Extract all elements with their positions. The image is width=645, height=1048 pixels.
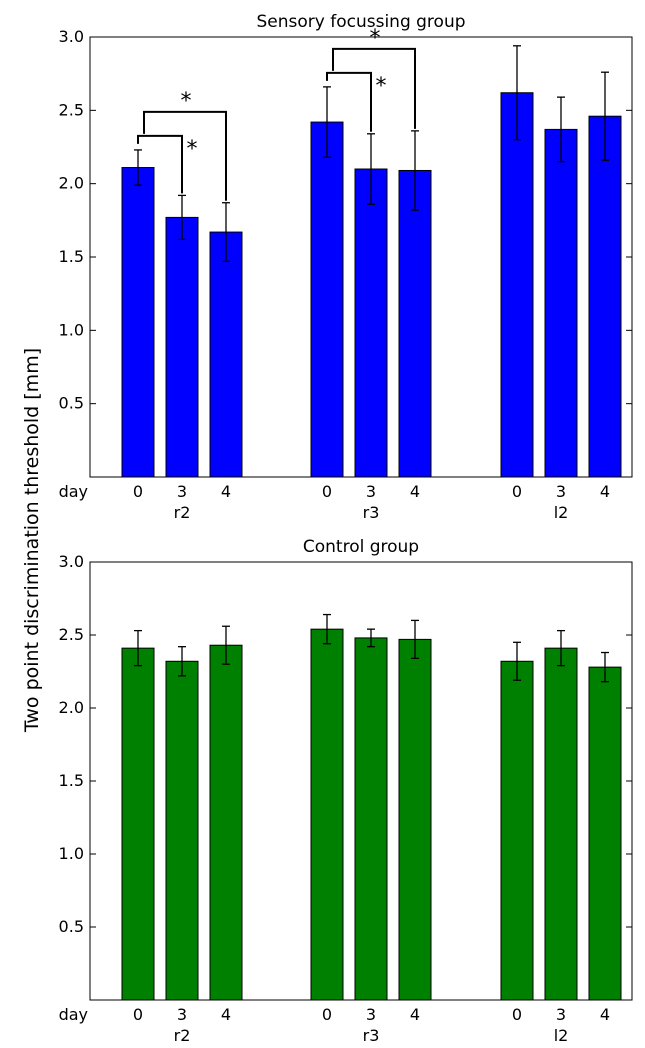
x-tick-day: 3 — [177, 1005, 187, 1024]
bar-r3-day-0 — [310, 628, 344, 1001]
bar-l2-day-4 — [588, 666, 622, 1001]
x-tick-day: 3 — [556, 482, 566, 501]
group-label-l2: l2 — [554, 1026, 569, 1045]
y-tick-label: 3.0 — [59, 552, 84, 571]
y-tick-label: 2.0 — [59, 698, 84, 717]
y-tick-label: 1.0 — [59, 320, 84, 339]
y-tick-label: 0.5 — [59, 917, 84, 936]
y-axis-label: Two point discrimination threshold [mm] — [21, 348, 43, 733]
bar-l2-day-0 — [500, 92, 534, 478]
error-bar-r2-day-0 — [134, 629, 142, 667]
y-tick-label: 2.5 — [59, 100, 84, 119]
error-bar-l2-day-3 — [557, 629, 565, 667]
error-bar-r2-day-3 — [178, 194, 186, 241]
bar-r3-day-3 — [354, 637, 388, 1001]
significance-star: * — [370, 26, 381, 51]
x-tick-day: 4 — [221, 1005, 231, 1024]
bar-r3-day-0 — [310, 121, 344, 478]
x-tick-day: 4 — [410, 1005, 420, 1024]
error-bar-r3-day-3 — [367, 133, 375, 205]
x-tick-day: 0 — [322, 482, 332, 501]
error-bar-r2-day-3 — [178, 646, 186, 677]
error-bar-l2-day-4 — [601, 71, 609, 161]
x-tick-day: 0 — [322, 1005, 332, 1024]
significance-star: * — [187, 137, 198, 162]
significance-bracket: * — [137, 134, 198, 194]
bracket-line — [332, 47, 416, 129]
bar-r2-day-4 — [209, 231, 243, 478]
y-tick-label: 2.5 — [59, 625, 84, 644]
group-label-r2: r2 — [174, 1026, 191, 1045]
bar-l2-day-4 — [588, 115, 622, 478]
error-bar-l2-day-0 — [513, 641, 521, 681]
x-tick-day: 3 — [556, 1005, 566, 1024]
chart-title: Control group — [303, 537, 419, 557]
bar-r2-day-0 — [121, 167, 155, 478]
bar-l2-day-3 — [544, 128, 578, 478]
bar-r2-day-0 — [121, 647, 155, 1001]
x-tick-day: 3 — [366, 1005, 376, 1024]
x-tick-day: 4 — [221, 482, 231, 501]
chart-title: Sensory focussing group — [256, 12, 465, 32]
bar-r2-day-3 — [165, 660, 199, 1001]
bracket-line — [137, 134, 183, 194]
error-bar-r2-day-4 — [222, 625, 230, 665]
error-bar-r3-day-4 — [411, 130, 419, 211]
group-label-r3: r3 — [363, 1026, 380, 1045]
group-label-r2: r2 — [174, 503, 191, 522]
error-bar-r3-day-0 — [323, 86, 331, 158]
day-label: day — [59, 1005, 88, 1024]
x-tick-day: 3 — [177, 482, 187, 501]
bar-r3-day-4 — [398, 169, 432, 478]
significance-bracket: * — [143, 89, 227, 201]
x-tick-day: 0 — [133, 482, 143, 501]
significance-star: * — [181, 89, 192, 114]
error-bar-r3-day-3 — [367, 628, 375, 648]
x-tick-day: 3 — [366, 482, 376, 501]
y-tick-label: 1.5 — [59, 771, 84, 790]
significance-star: * — [376, 74, 387, 99]
error-bar-r2-day-4 — [222, 202, 230, 263]
significance-bracket: * — [326, 71, 387, 132]
y-tick-label: 1.0 — [59, 844, 84, 863]
error-bar-r3-day-4 — [411, 619, 419, 660]
x-tick-day: 4 — [600, 482, 610, 501]
sensory-focussing-panel: Sensory focussing group 0.5 1.0 1.5 2.0 2.5 3.… — [59, 12, 633, 522]
bar-r2-day-3 — [165, 216, 199, 478]
group-label-r3: r3 — [363, 503, 380, 522]
error-bar-l2-day-3 — [557, 96, 565, 163]
x-tick-day: 4 — [600, 1005, 610, 1024]
bar-l2-day-3 — [544, 647, 578, 1001]
error-bar-r3-day-0 — [323, 613, 331, 645]
y-tick-label: 2.0 — [59, 174, 84, 193]
bar-r2-day-4 — [209, 644, 243, 1001]
error-bar-l2-day-0 — [513, 45, 521, 141]
control-panel: Control group 0.5 1.0 1.5 2.0 2.5 3.0 day 0 3 4 r2 0… — [59, 537, 633, 1045]
bracket-line — [143, 110, 227, 201]
x-tick-day: 0 — [512, 1005, 522, 1024]
bracket-line — [326, 71, 372, 132]
x-tick-day: 0 — [133, 1005, 143, 1024]
group-label-l2: l2 — [554, 503, 569, 522]
bar-l2-day-0 — [500, 660, 534, 1001]
x-tick-day: 4 — [410, 482, 420, 501]
x-tick-day: 0 — [512, 482, 522, 501]
y-tick-label: 1.5 — [59, 247, 84, 266]
significance-bracket: * — [332, 26, 416, 129]
bar-r3-day-3 — [354, 168, 388, 478]
bar-r3-day-4 — [398, 638, 432, 1001]
y-tick-label: 0.5 — [59, 394, 84, 413]
y-tick-label: 3.0 — [59, 27, 84, 46]
error-bar-r2-day-0 — [134, 149, 142, 186]
day-label: day — [59, 482, 88, 501]
error-bar-l2-day-4 — [601, 651, 609, 683]
